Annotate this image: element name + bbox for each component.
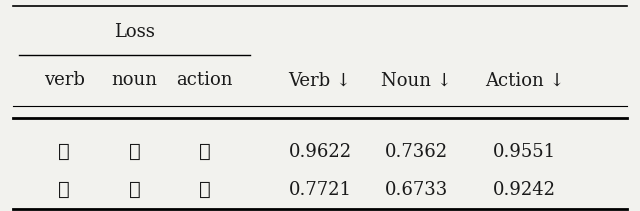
Text: ✓: ✓ xyxy=(129,181,140,199)
Text: 0.9551: 0.9551 xyxy=(493,143,556,161)
Text: ✓: ✓ xyxy=(58,181,70,199)
Text: 0.6733: 0.6733 xyxy=(385,181,447,199)
Text: 0.9622: 0.9622 xyxy=(289,143,351,161)
Text: Loss: Loss xyxy=(114,23,155,41)
Text: ✓: ✓ xyxy=(199,143,211,161)
Text: 0.9242: 0.9242 xyxy=(493,181,556,199)
Text: Verb ↓: Verb ↓ xyxy=(289,71,351,89)
Text: action: action xyxy=(177,71,233,89)
Text: 0.7362: 0.7362 xyxy=(385,143,447,161)
Text: ✓: ✓ xyxy=(58,143,70,161)
Text: ✗: ✗ xyxy=(199,181,211,199)
Text: noun: noun xyxy=(111,71,157,89)
Text: Noun ↓: Noun ↓ xyxy=(381,71,451,89)
Text: ✓: ✓ xyxy=(129,143,140,161)
Text: 0.7721: 0.7721 xyxy=(289,181,351,199)
Text: Action ↓: Action ↓ xyxy=(485,71,564,89)
Text: verb: verb xyxy=(44,71,84,89)
